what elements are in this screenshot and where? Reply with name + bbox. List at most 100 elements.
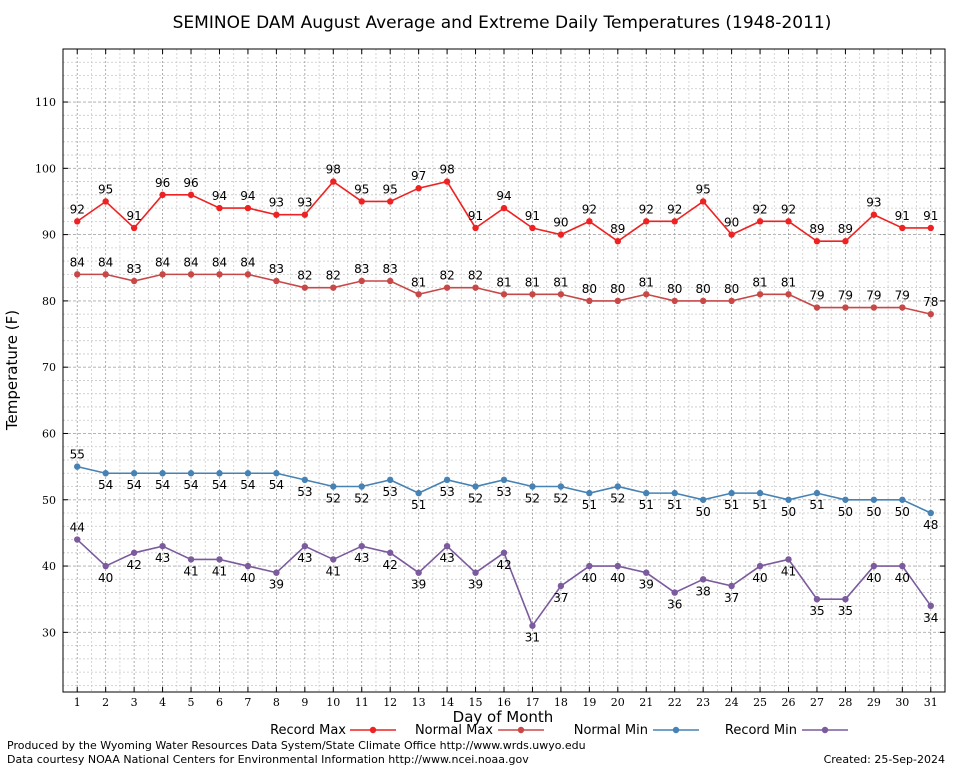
legend-item-normal-min: Normal Min — [574, 723, 699, 738]
x-axis-label: Day of Month — [453, 708, 554, 726]
data-point-normal-max — [813, 304, 821, 311]
data-label-record-min: 38 — [696, 584, 711, 598]
data-label-normal-max: 79 — [895, 289, 910, 303]
data-label-record-min: 40 — [752, 571, 767, 585]
data-label-normal-max: 81 — [752, 275, 767, 289]
data-point-record-min — [586, 562, 593, 570]
data-label-normal-max: 81 — [553, 275, 568, 289]
y-axis-label: Temperature (F) — [3, 310, 21, 431]
data-label-normal-max: 84 — [70, 255, 85, 269]
data-label-record-max: 98 — [439, 163, 454, 177]
data-label-normal-min: 55 — [70, 448, 85, 462]
series-normal-max: 84 84 83 84 84 84 84 83 82 82 83 83 81 82 82 81 81 81 80 80… — [70, 255, 938, 318]
x-tick-label: 3 — [131, 696, 138, 709]
data-label-record-min: 35 — [838, 604, 853, 618]
data-point-record-min — [102, 562, 109, 570]
y-tick-label: 100 — [35, 162, 56, 175]
data-label-normal-min: 53 — [297, 485, 312, 499]
data-point-normal-max — [756, 291, 764, 298]
footer-created: Created: 25-Sep-2024 — [824, 753, 945, 766]
y-tick-label: 60 — [42, 427, 56, 440]
data-point-normal-min — [728, 489, 735, 497]
data-label-record-max: 89 — [610, 222, 625, 236]
data-label-record-min: 43 — [354, 551, 369, 565]
data-point-normal-min — [130, 470, 138, 477]
data-point-normal-min — [500, 476, 508, 484]
data-point-record-max — [159, 191, 166, 199]
data-label-normal-max: 84 — [155, 255, 170, 269]
data-point-record-max — [785, 218, 792, 225]
data-point-record-max — [671, 218, 678, 225]
data-label-normal-min: 50 — [696, 505, 711, 519]
chart-title: SEMINOE DAM August Average and Extreme D… — [173, 13, 832, 33]
data-label-record-max: 91 — [525, 209, 540, 223]
data-point-record-min — [159, 542, 166, 550]
data-point-record-max — [443, 178, 451, 185]
x-tick-label: 19 — [582, 696, 596, 709]
x-tick-label: 20 — [611, 696, 625, 709]
y-tick-label: 70 — [42, 361, 56, 374]
data-label-record-max: 92 — [582, 202, 597, 216]
data-label-normal-max: 84 — [240, 255, 255, 269]
data-point-normal-max — [472, 284, 479, 291]
data-point-record-min — [301, 542, 309, 550]
data-label-normal-max: 79 — [866, 289, 881, 303]
x-tick-label: 21 — [639, 696, 653, 709]
data-point-record-max — [529, 224, 536, 232]
data-point-normal-max — [330, 284, 337, 291]
series-record-min: 44 40 42 43 41 41 40 39 43 41 43 42 39 43 39 42 31 37 40 40… — [70, 521, 939, 645]
data-point-record-min — [415, 569, 422, 576]
x-tick-label: 24 — [725, 696, 739, 709]
data-point-normal-max — [586, 297, 593, 305]
data-point-normal-max — [899, 304, 906, 311]
data-point-normal-min — [273, 470, 280, 477]
data-point-record-max — [614, 238, 622, 245]
legend-marker — [369, 726, 377, 734]
data-label-record-max: 91 — [923, 209, 938, 223]
data-point-record-max — [216, 204, 223, 212]
data-point-normal-min — [899, 496, 906, 503]
data-point-record-min — [529, 622, 536, 629]
data-label-record-min: 39 — [269, 578, 284, 592]
data-point-record-min — [899, 562, 906, 570]
x-tick-label: 30 — [895, 696, 909, 709]
data-label-normal-max: 80 — [610, 282, 625, 296]
data-point-record-min — [842, 595, 849, 603]
data-point-normal-max — [728, 297, 735, 305]
data-point-record-min — [500, 549, 508, 556]
legend: Record Max Normal Max Normal Min Record Min — [270, 723, 848, 738]
data-point-record-max — [273, 211, 280, 218]
data-point-record-max — [586, 218, 593, 225]
x-tick-label: 14 — [440, 696, 454, 709]
data-point-normal-max — [244, 271, 252, 278]
data-point-normal-max — [785, 291, 792, 298]
y-tick-label: 90 — [42, 229, 56, 242]
data-point-record-max — [244, 204, 252, 212]
data-point-record-max — [756, 218, 764, 225]
data-label-record-min: 31 — [525, 631, 540, 645]
data-point-record-min — [785, 556, 792, 563]
data-label-record-min: 40 — [98, 571, 113, 585]
x-tick-label: 2 — [102, 696, 109, 709]
legend-label: Record Max — [270, 723, 346, 738]
data-point-record-min — [699, 576, 707, 583]
data-label-normal-max: 83 — [383, 262, 398, 276]
data-label-normal-min: 54 — [212, 478, 227, 492]
data-point-normal-min — [927, 509, 934, 517]
y-tick-label: 30 — [42, 626, 56, 639]
data-point-record-min — [244, 562, 252, 570]
data-label-record-min: 37 — [553, 591, 568, 605]
data-label-record-min: 42 — [126, 558, 141, 572]
data-label-record-min: 43 — [297, 551, 312, 565]
data-point-record-max — [330, 178, 337, 185]
data-label-record-max: 89 — [809, 222, 824, 236]
data-label-normal-max: 81 — [411, 275, 426, 289]
x-tick-label: 25 — [753, 696, 767, 709]
y-tick-label: 80 — [42, 295, 56, 308]
data-label-normal-max: 84 — [212, 255, 227, 269]
data-point-normal-min — [216, 470, 223, 477]
data-label-normal-min: 50 — [781, 505, 796, 519]
data-point-normal-min — [358, 483, 365, 490]
data-label-normal-min: 51 — [582, 498, 597, 512]
